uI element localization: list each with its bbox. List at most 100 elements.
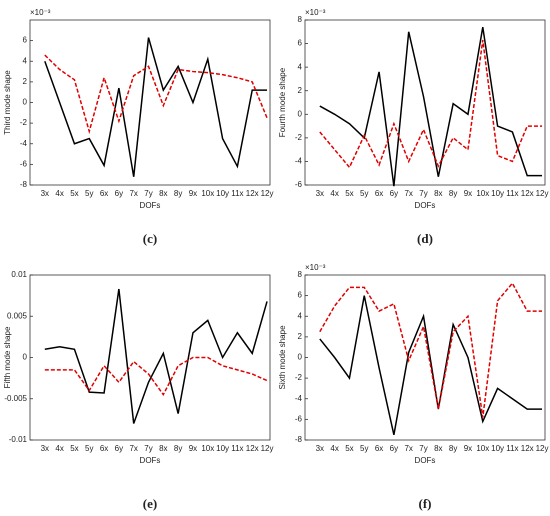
x-tick-label: 6y — [390, 189, 398, 198]
x-tick-label: 6y — [115, 444, 123, 453]
plot-area — [304, 19, 546, 186]
series-line — [44, 356, 268, 397]
x-tick-label: 4x — [330, 444, 338, 453]
y-tick-label: -4 — [20, 139, 28, 148]
x-tick-label: 7x — [129, 444, 137, 453]
y-tick-label: -0.01 — [9, 435, 28, 444]
x-tick-label: 12y — [536, 189, 549, 198]
x-tick-label: 8y — [449, 444, 457, 453]
x-tick-label: 10y — [491, 444, 504, 453]
x-tick-label: 5y — [360, 189, 368, 198]
x-tick-label: 6x — [375, 189, 383, 198]
x-tick-label: 9x — [464, 444, 472, 453]
x-tick-label: 8x — [159, 189, 167, 198]
axis-exponent: ×10⁻³ — [305, 8, 326, 17]
x-tick-label: 10x — [201, 444, 214, 453]
x-tick-label: 10y — [216, 444, 229, 453]
x-tick-label: 5y — [360, 444, 368, 453]
caption: (f) — [419, 496, 432, 511]
x-tick-label: 6x — [100, 189, 108, 198]
x-tick-label: 7x — [404, 189, 412, 198]
y-axis-label: Third mode shape — [3, 70, 12, 135]
x-tick-label: 8x — [434, 189, 442, 198]
series-line — [319, 39, 543, 169]
x-tick-label: 9x — [464, 189, 472, 198]
series-line — [44, 37, 268, 177]
y-axis-label: Sixth mode shape — [278, 325, 287, 390]
x-tick-label: 5x — [70, 189, 78, 198]
x-tick-label: 12x — [246, 189, 259, 198]
y-tick-label: -6 — [295, 414, 303, 423]
y-tick-label: 0.01 — [11, 270, 27, 279]
y-tick-label: 6 — [298, 39, 303, 48]
plot-area — [304, 274, 546, 441]
y-axis-label: Fifth mode shape — [3, 326, 12, 388]
x-tick-label: 9x — [189, 189, 197, 198]
y-tick-label: -6 — [295, 180, 303, 189]
plot-area — [29, 274, 271, 441]
y-tick-label: 2 — [23, 77, 28, 86]
x-tick-label: 8y — [174, 444, 182, 453]
x-tick-label: 9x — [189, 444, 197, 453]
x-tick-label: 8x — [159, 444, 167, 453]
caption: (c) — [143, 231, 157, 246]
y-tick-label: 0.005 — [7, 311, 28, 320]
x-axis-label: DOFs — [415, 456, 436, 465]
x-tick-label: 12x — [521, 189, 534, 198]
x-tick-label: 3x — [41, 444, 49, 453]
axis-exponent: ×10⁻³ — [305, 263, 326, 272]
y-tick-label: -2 — [295, 133, 303, 142]
y-tick-label: -4 — [295, 394, 303, 403]
x-tick-label: 11x — [506, 189, 518, 198]
y-tick-label: 0 — [298, 109, 303, 118]
x-tick-label: 12y — [261, 189, 274, 198]
x-tick-label: 7y — [419, 189, 427, 198]
series-line — [319, 26, 543, 187]
y-tick-label: 8 — [298, 270, 303, 279]
x-tick-label: 5x — [345, 444, 353, 453]
y-tick-label: 2 — [298, 86, 303, 95]
y-tick-label: 4 — [298, 62, 303, 71]
x-axis-label: DOFs — [140, 201, 161, 210]
x-tick-label: 8y — [449, 189, 457, 198]
y-tick-label: 6 — [23, 36, 28, 45]
series-line — [319, 295, 543, 436]
y-tick-label: -8 — [295, 435, 303, 444]
x-tick-label: 4x — [55, 189, 63, 198]
x-tick-label: 8x — [434, 444, 442, 453]
x-tick-label: 11x — [231, 189, 243, 198]
x-tick-label: 10x — [476, 444, 489, 453]
x-tick-label: 7y — [144, 189, 152, 198]
y-tick-label: 0 — [298, 353, 303, 362]
y-tick-label: -0.005 — [4, 394, 27, 403]
caption: (e) — [143, 496, 157, 511]
x-tick-label: 10y — [216, 189, 229, 198]
x-tick-label: 7y — [144, 444, 152, 453]
series-line — [44, 288, 268, 424]
series-line — [319, 281, 543, 418]
x-tick-label: 6x — [100, 444, 108, 453]
y-tick-label: -8 — [20, 180, 28, 189]
x-tick-label: 6x — [375, 444, 383, 453]
x-tick-label: 4x — [55, 444, 63, 453]
x-tick-label: 5x — [345, 189, 353, 198]
y-tick-label: -2 — [20, 118, 28, 127]
x-tick-label: 5y — [85, 189, 93, 198]
y-tick-label: 2 — [298, 332, 303, 341]
axis-exponent: ×10⁻³ — [30, 8, 51, 17]
y-axis-label: Fourth mode shape — [278, 67, 287, 137]
x-tick-label: 10x — [201, 189, 214, 198]
x-tick-label: 5x — [70, 444, 78, 453]
x-tick-label: 12x — [521, 444, 534, 453]
y-tick-label: 4 — [23, 56, 28, 65]
x-tick-label: 3x — [41, 189, 49, 198]
y-tick-label: 8 — [298, 15, 303, 24]
x-axis-label: DOFs — [140, 456, 161, 465]
y-tick-label: 6 — [298, 291, 303, 300]
y-tick-label: 4 — [298, 311, 303, 320]
x-tick-label: 4x — [330, 189, 338, 198]
x-tick-label: 3x — [316, 444, 324, 453]
x-tick-label: 12x — [246, 444, 259, 453]
x-tick-label: 10x — [476, 189, 489, 198]
